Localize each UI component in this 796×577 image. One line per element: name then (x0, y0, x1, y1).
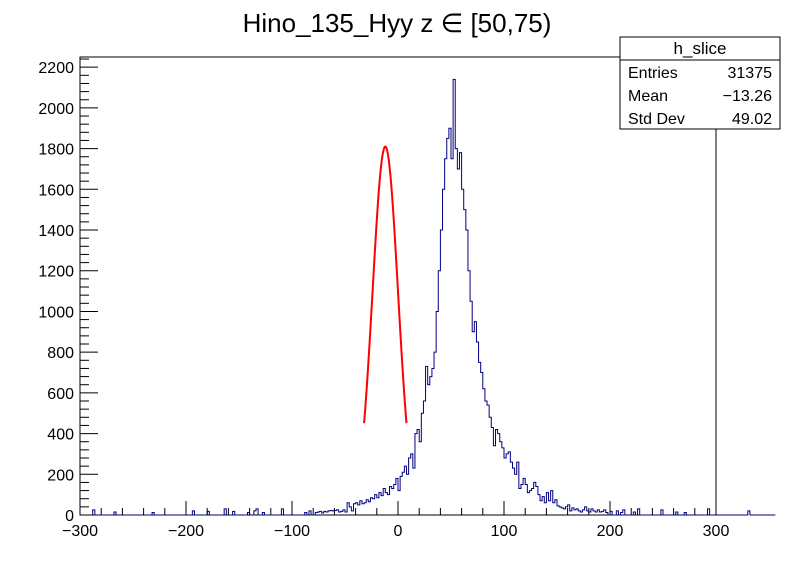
stats-entries-value: 31375 (728, 65, 773, 82)
plot-area: −300 −200 −100 0 100 200 300 0 200 400 600 800 1000 1… (38, 56, 776, 540)
x-tick-label: 300 (703, 523, 730, 540)
x-tick-label: 0 (394, 523, 403, 540)
y-tick-label: 1800 (38, 142, 74, 159)
chart-title: Hino_135_Hyy z ∈ [50,75) (243, 8, 552, 38)
y-tick-label: 1600 (38, 182, 74, 199)
y-tick-label: 2200 (38, 60, 74, 77)
y-tick-label: 2000 (38, 101, 74, 118)
stats-box-frame (619, 36, 781, 130)
stats-box-title: h_slice (674, 39, 727, 58)
stats-mean-label: Mean (628, 88, 668, 105)
y-tick-label: 600 (47, 386, 74, 403)
gaussian-fit-curve (363, 145, 408, 424)
y-tick-label: 800 (47, 345, 74, 362)
y-tick-label: 400 (47, 427, 74, 444)
y-tick-label: 1200 (38, 264, 74, 281)
y-tick-label: 1000 (38, 304, 74, 321)
y-tick-label: 1400 (38, 223, 74, 240)
y-tick-label: 200 (47, 467, 74, 484)
x-tick-label: −100 (274, 523, 310, 540)
stats-stddev-label: Std Dev (628, 111, 685, 128)
stats-stddev-value: 49.02 (732, 111, 772, 128)
x-tick-label: 100 (491, 523, 518, 540)
stats-mean-value: −13.26 (723, 88, 772, 105)
histogram-series (80, 78, 776, 516)
stats-box: h_slice Entries 31375 Mean −13.26 Std De… (619, 36, 781, 130)
x-tick-label: 200 (597, 523, 624, 540)
y-tick-label: 0 (65, 508, 74, 525)
x-tick-label: −300 (62, 523, 98, 540)
x-tick-label: −200 (168, 523, 204, 540)
stats-entries-label: Entries (628, 65, 678, 82)
